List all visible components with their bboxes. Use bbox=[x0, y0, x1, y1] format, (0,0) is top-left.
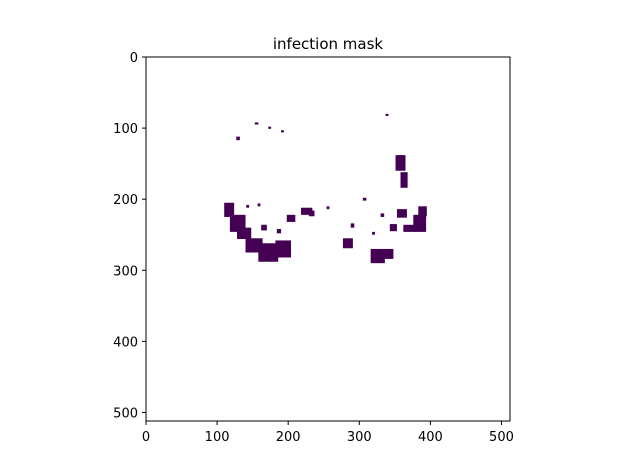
mask-region bbox=[342, 238, 353, 249]
y-tick-label: 500 bbox=[113, 406, 138, 421]
mask-region bbox=[362, 197, 367, 201]
x-tick-label: 100 bbox=[205, 430, 230, 445]
x-axis: 0 100 200 300 400 500 bbox=[142, 421, 514, 445]
y-tick-label: 0 bbox=[130, 51, 138, 66]
mask-region bbox=[308, 210, 315, 217]
y-tick-label: 300 bbox=[113, 264, 138, 279]
x-tick-label: 300 bbox=[347, 430, 372, 445]
x-tick-label: 500 bbox=[489, 430, 514, 445]
mask-region bbox=[261, 224, 267, 231]
mask-region bbox=[224, 202, 235, 217]
mask-region bbox=[281, 130, 284, 133]
mask-region bbox=[403, 224, 415, 232]
x-tick-label: 200 bbox=[276, 430, 301, 445]
mask-region bbox=[258, 243, 279, 262]
y-tick-label: 200 bbox=[113, 193, 138, 208]
mask-region bbox=[275, 240, 292, 258]
mask-region bbox=[372, 231, 375, 235]
mask-region bbox=[254, 122, 259, 125]
mask-region bbox=[413, 214, 427, 232]
y-axis: 0 100 200 300 400 500 bbox=[113, 51, 146, 421]
mask-region bbox=[389, 224, 397, 232]
mask-region bbox=[326, 206, 330, 210]
mask-region bbox=[286, 214, 296, 222]
y-tick-label: 100 bbox=[113, 122, 138, 137]
mask-region bbox=[276, 229, 282, 234]
mask-region bbox=[268, 126, 272, 129]
mask-region bbox=[246, 204, 250, 208]
mask-region bbox=[350, 223, 355, 228]
mask-region bbox=[237, 227, 252, 239]
mask-region bbox=[418, 206, 427, 217]
mask-region bbox=[382, 248, 394, 259]
mask-region bbox=[385, 113, 389, 117]
mask-region bbox=[400, 172, 408, 188]
axes-frame bbox=[145, 56, 511, 422]
mask-region bbox=[380, 213, 385, 217]
x-tick-label: 400 bbox=[418, 430, 443, 445]
mask-region bbox=[236, 136, 240, 141]
mask-region bbox=[396, 209, 407, 218]
mask-image bbox=[224, 113, 427, 264]
y-tick-label: 400 bbox=[113, 335, 138, 350]
mask-region bbox=[257, 203, 261, 207]
mask-region bbox=[395, 155, 406, 171]
mask-region bbox=[300, 207, 313, 215]
x-tick-label: 0 bbox=[142, 430, 150, 445]
chart-title: infection mask bbox=[273, 35, 384, 53]
mask-region bbox=[370, 248, 385, 264]
